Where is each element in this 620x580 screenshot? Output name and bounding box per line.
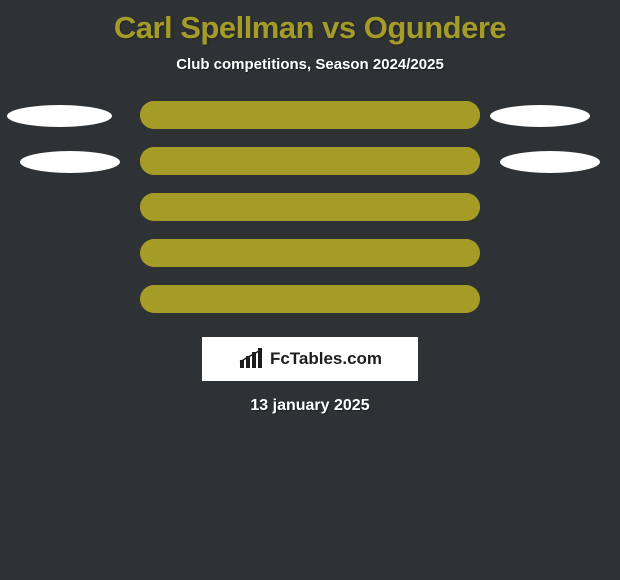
- subtitle: Club competitions, Season 2024/2025: [0, 56, 620, 73]
- bars-icon: [238, 348, 266, 370]
- stat-row: Hattricks0: [0, 193, 620, 239]
- bar-fill: [140, 101, 480, 129]
- stats-card: Carl Spellman vs Ogundere Club competiti…: [0, 0, 620, 580]
- stat-row: Goals per match: [0, 239, 620, 285]
- player-left-ellipse: [20, 151, 120, 173]
- logo-text: FcTables.com: [270, 349, 382, 369]
- player-left-ellipse: [7, 105, 112, 127]
- bar-fill: [140, 193, 480, 221]
- stat-row: Min per goal: [0, 285, 620, 331]
- stat-row: Matches17: [0, 101, 620, 147]
- stat-row: Goals0: [0, 147, 620, 193]
- fctables-logo: FcTables.com: [202, 337, 418, 381]
- player-right-ellipse: [490, 105, 590, 127]
- bar-fill: [141, 285, 479, 313]
- bar-fill: [141, 239, 479, 267]
- page-title: Carl Spellman vs Ogundere: [0, 0, 620, 46]
- snapshot-date: 13 january 2025: [0, 397, 620, 415]
- stat-rows: Matches17Goals0Hattricks0Goals per match…: [0, 101, 620, 331]
- bar-fill: [140, 147, 480, 175]
- player-right-ellipse: [500, 151, 600, 173]
